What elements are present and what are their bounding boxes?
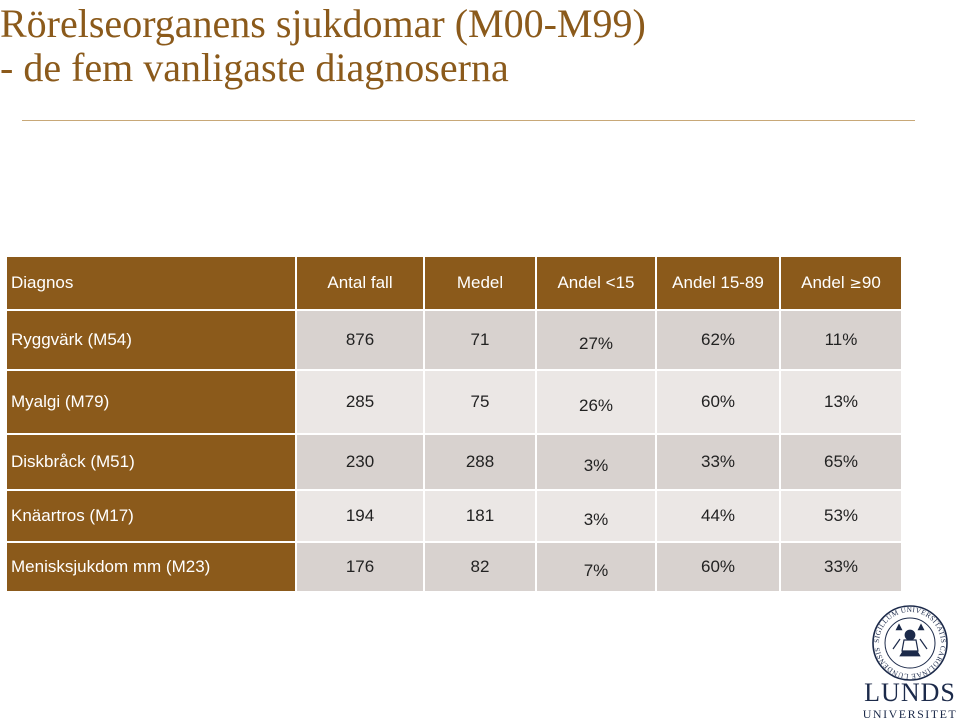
cell-medel: 82: [423, 541, 537, 593]
title-divider: [22, 120, 915, 121]
header-andel-90-prefix: Andel: [801, 273, 850, 292]
header-andel-under-15: Andel <15: [535, 255, 657, 311]
cell-andel-15-89: 44%: [655, 489, 781, 543]
cell-andel-under-15: 7%: [535, 541, 657, 593]
header-andel-15-89: Andel 15-89: [655, 255, 781, 311]
greater-equal-glyph: ≥: [849, 274, 862, 292]
cell-medel: 181: [423, 489, 537, 543]
cell-andel-under-15: 3%: [535, 433, 657, 491]
logo-name: LUNDS: [864, 678, 956, 707]
cell-andel-15-89: 60%: [655, 541, 781, 593]
header-andel-90-plus: Andel ≥90: [779, 255, 903, 311]
cell-andel-under-15: 26%: [535, 369, 657, 435]
table-row: Ryggvärk (M54) 876 71 27% 62% 11%: [5, 309, 903, 371]
cell-antal-fall: 285: [295, 369, 425, 435]
table-row: Myalgi (M79) 285 75 26% 60% 13%: [5, 369, 903, 435]
row-diagnosis: Diskbråck (M51): [5, 433, 297, 491]
cell-andel-under-15: 27%: [535, 309, 657, 371]
cell-andel-15-89: 33%: [655, 433, 781, 491]
cell-andel-90-plus: 33%: [779, 541, 903, 593]
cell-andel-15-89: 60%: [655, 369, 781, 435]
cell-antal-fall: 194: [295, 489, 425, 543]
header-andel-90-value: 90: [861, 273, 881, 292]
cell-medel: 288: [423, 433, 537, 491]
cell-andel-90-plus: 65%: [779, 433, 903, 491]
row-diagnosis: Ryggvärk (M54): [5, 309, 297, 371]
cell-antal-fall: 230: [295, 433, 425, 491]
university-seal-icon: SIGILLUM UNIVERSITATIS CAROLINAE LUNDENS…: [872, 605, 948, 681]
cell-andel-90-plus: 13%: [779, 369, 903, 435]
row-diagnosis: Myalgi (M79): [5, 369, 297, 435]
logo-subtitle: UNIVERSITET: [862, 707, 958, 721]
lunds-universitet-logo: SIGILLUM UNIVERSITATIS CAROLINAE LUNDENS…: [860, 604, 960, 722]
cell-andel-90-plus: 11%: [779, 309, 903, 371]
header-antal-fall: Antal fall: [295, 255, 425, 311]
cell-medel: 71: [423, 309, 537, 371]
title-line-2: - de fem vanligaste diagnoserna: [0, 45, 509, 90]
table-row: Diskbråck (M51) 230 288 3% 33% 65%: [5, 433, 903, 491]
title-line-1: Rörelseorganens sjukdomar (M00-M99): [0, 1, 646, 46]
diagnosis-table: Diagnos Antal fall Medel Andel <15 Andel…: [5, 255, 903, 593]
cell-andel-90-plus: 53%: [779, 489, 903, 543]
cell-andel-under-15: 3%: [535, 489, 657, 543]
cell-antal-fall: 176: [295, 541, 425, 593]
cell-antal-fall: 876: [295, 309, 425, 371]
header-medel: Medel: [423, 255, 537, 311]
cell-andel-15-89: 62%: [655, 309, 781, 371]
cell-medel: 75: [423, 369, 537, 435]
table-row: Knäartros (M17) 194 181 3% 44% 53%: [5, 489, 903, 543]
row-diagnosis: Knäartros (M17): [5, 489, 297, 543]
slide-title: Rörelseorganens sjukdomar (M00-M99) - de…: [0, 2, 646, 90]
table-row: Menisksjukdom mm (M23) 176 82 7% 60% 33%: [5, 541, 903, 593]
row-diagnosis: Menisksjukdom mm (M23): [5, 541, 297, 593]
header-diagnos: Diagnos: [5, 255, 297, 311]
table-header-row: Diagnos Antal fall Medel Andel <15 Andel…: [5, 255, 903, 311]
